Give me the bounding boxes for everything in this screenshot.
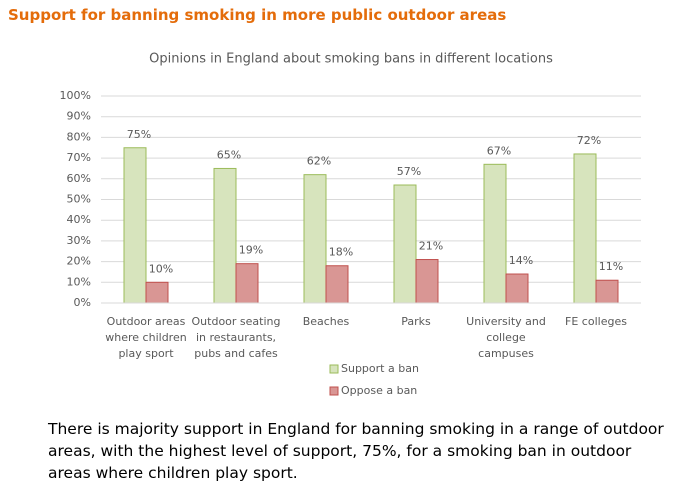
- x-tick-label: Parks: [401, 315, 431, 328]
- y-tick-label: 0%: [74, 296, 91, 309]
- legend-label: Oppose a ban: [341, 384, 417, 397]
- data-label: 65%: [217, 148, 241, 161]
- bar: [123, 147, 147, 304]
- bar: [213, 167, 237, 304]
- bar: [595, 279, 619, 304]
- bar: [505, 273, 529, 304]
- y-tick-label: 20%: [67, 255, 91, 268]
- data-label: 10%: [149, 262, 173, 275]
- bar: [483, 163, 507, 304]
- x-tick-label: FE colleges: [565, 315, 627, 328]
- x-tick-label: Beaches: [302, 315, 350, 328]
- data-label: 18%: [329, 246, 353, 259]
- bar: [145, 281, 169, 304]
- y-tick-label: 10%: [67, 275, 91, 288]
- x-tick-label: Outdoor areas where children play sport: [105, 315, 187, 360]
- chart-title: Opinions in England about smoking bans i…: [149, 52, 553, 67]
- legend-label: Support a ban: [341, 362, 419, 375]
- y-tick-label: 80%: [67, 130, 91, 143]
- bar: [303, 174, 327, 304]
- y-tick-label: 30%: [67, 234, 91, 247]
- bar: [235, 263, 259, 304]
- data-label: 62%: [307, 155, 331, 168]
- x-tick-label: Outdoor seating in restaurants, pubs and…: [191, 315, 281, 360]
- data-label: 67%: [487, 144, 511, 157]
- summary: There is majority support in England for…: [48, 420, 664, 482]
- x-tick-label: University and college campuses: [466, 315, 546, 360]
- y-tick-label: 100%: [60, 89, 91, 102]
- data-label: 75%: [127, 128, 151, 141]
- bar: [573, 153, 597, 304]
- bar: [325, 265, 349, 304]
- y-tick-label: 70%: [67, 151, 91, 164]
- y-tick-label: 60%: [67, 172, 91, 185]
- data-label: 19%: [239, 244, 263, 257]
- chart: Opinions in England about smoking bans i…: [60, 52, 641, 397]
- data-label: 72%: [577, 134, 601, 147]
- data-label: 11%: [599, 260, 623, 273]
- legend-swatch: [329, 386, 339, 396]
- bar: [415, 259, 439, 304]
- bar: [393, 184, 417, 304]
- legend-swatch: [329, 364, 339, 374]
- y-tick-label: 50%: [67, 193, 91, 206]
- heading: Support for banning smoking in more publ…: [8, 6, 507, 24]
- y-tick-label: 90%: [67, 110, 91, 123]
- data-label: 21%: [419, 240, 443, 253]
- data-label: 14%: [509, 254, 533, 267]
- data-label: 57%: [397, 165, 421, 178]
- y-tick-label: 40%: [67, 213, 91, 226]
